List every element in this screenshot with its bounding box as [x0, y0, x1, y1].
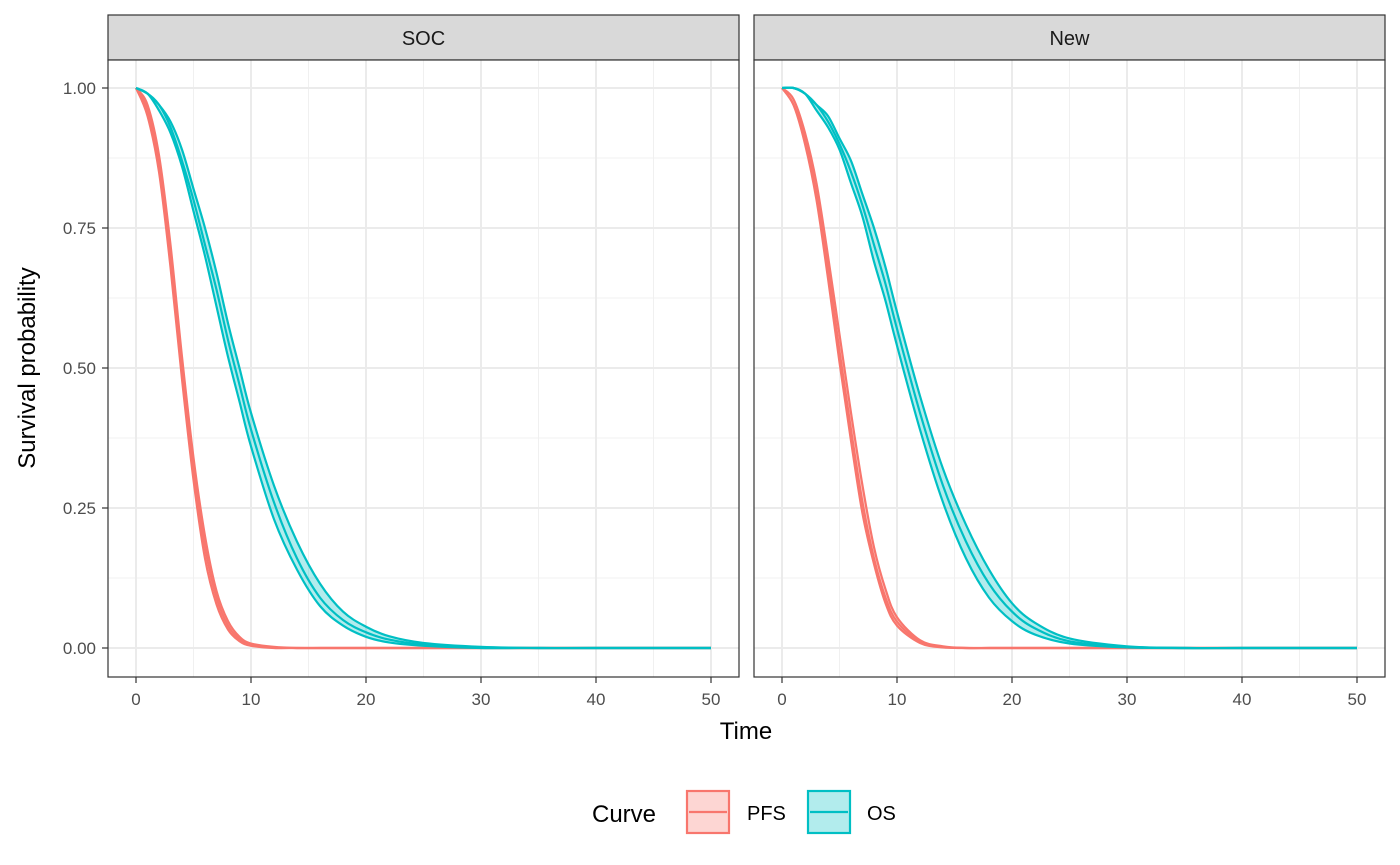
series-line — [781, 86, 1357, 650]
y-tick-label: 0.50 — [63, 359, 96, 378]
ci-ribbon — [136, 88, 711, 649]
y-tick-label: 0.00 — [63, 639, 96, 658]
x-tick-label: 10 — [888, 690, 907, 709]
facet-panel-soc: SOC 0 10 20 30 40 50 0.00 0.25 0.50 0.75 1.00 — [63, 14, 740, 709]
facet-strip-label: New — [1049, 28, 1090, 50]
grid-lines — [754, 60, 1385, 677]
series-os — [135, 86, 711, 650]
legend-keys: PFS OS — [685, 789, 896, 835]
y-tick-label: 0.25 — [63, 499, 96, 518]
series-os — [781, 86, 1357, 650]
facet-panel-new: New 0 10 20 30 40 50 — [753, 14, 1386, 709]
legend-label: PFS — [747, 803, 786, 825]
series-line — [135, 86, 711, 650]
legend-title: Curve — [592, 801, 656, 828]
facet-strip-label: SOC — [402, 28, 445, 50]
facet-strip — [107, 14, 740, 61]
y-tick-label: 0.75 — [63, 219, 96, 238]
y-tick-label: 1.00 — [63, 79, 96, 98]
x-tick-label: 20 — [1003, 690, 1022, 709]
x-tick-label: 20 — [357, 690, 376, 709]
legend-key-os: OS — [806, 789, 896, 835]
x-tick-label: 30 — [1118, 690, 1137, 709]
facet-strip — [753, 14, 1386, 61]
x-tick-label: 30 — [472, 690, 491, 709]
x-tick-label: 50 — [1348, 690, 1367, 709]
series-pfs — [781, 87, 1357, 650]
y-axis-title: Survival probability — [14, 267, 41, 468]
series-line — [781, 87, 1357, 650]
facet-panels: SOC 0 10 20 30 40 50 0.00 0.25 0.50 0.75 1.00 New 0 10… — [63, 14, 1386, 709]
x-tick-label: 0 — [777, 690, 786, 709]
x-tick-label: 40 — [1233, 690, 1252, 709]
x-axis-title: Time — [720, 718, 772, 745]
x-tick-label: 10 — [242, 690, 261, 709]
legend: Curve PFS OS — [592, 789, 896, 835]
legend-key-pfs: PFS — [685, 789, 786, 835]
panel-border — [753, 59, 1386, 678]
x-tick-label: 50 — [702, 690, 721, 709]
legend-label: OS — [867, 803, 896, 825]
x-tick-label: 0 — [131, 690, 140, 709]
x-tick-label: 40 — [587, 690, 606, 709]
